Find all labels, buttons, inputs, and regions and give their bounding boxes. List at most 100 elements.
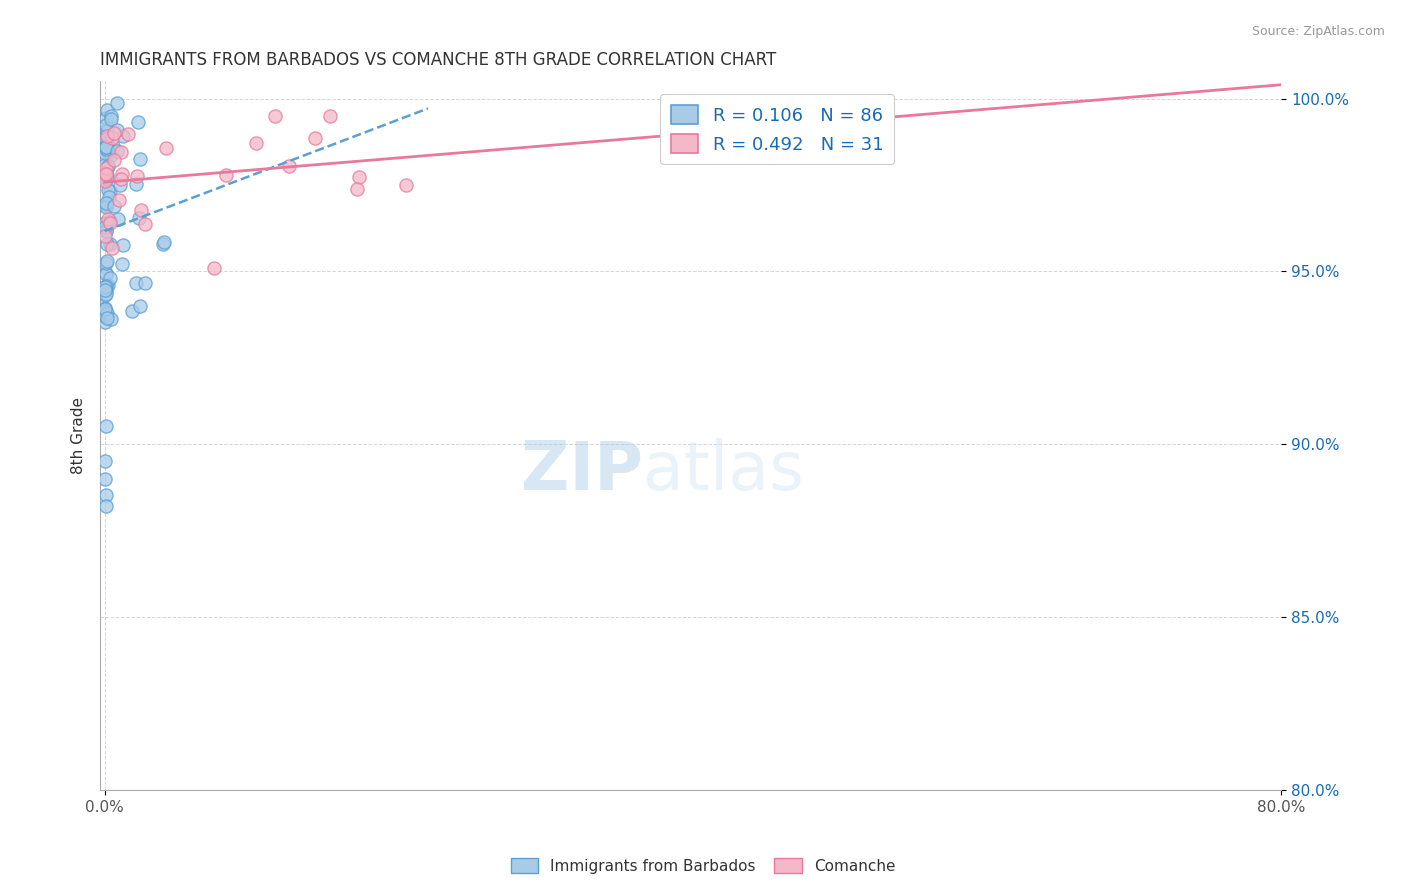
Point bbox=[98, 213, 121, 227]
Point bbox=[103, 153, 125, 168]
Point bbox=[98, 236, 121, 251]
Point bbox=[96, 128, 118, 143]
Point bbox=[395, 178, 418, 192]
Point bbox=[94, 256, 117, 270]
Point bbox=[96, 170, 118, 185]
Point bbox=[94, 200, 117, 214]
Point bbox=[93, 158, 115, 172]
Point bbox=[101, 139, 124, 153]
Point bbox=[319, 109, 342, 123]
Point bbox=[111, 237, 134, 252]
Point bbox=[98, 271, 121, 285]
Point bbox=[105, 123, 128, 137]
Point bbox=[94, 288, 117, 302]
Point bbox=[112, 128, 135, 143]
Point bbox=[93, 174, 115, 188]
Point bbox=[94, 132, 117, 146]
Point bbox=[100, 184, 122, 198]
Point bbox=[96, 169, 118, 183]
Point bbox=[93, 302, 115, 317]
Point bbox=[94, 304, 117, 318]
Point bbox=[94, 284, 117, 298]
Point bbox=[96, 305, 118, 319]
Point bbox=[94, 267, 117, 281]
Point bbox=[94, 166, 117, 180]
Point bbox=[96, 142, 118, 156]
Point bbox=[96, 488, 118, 502]
Point bbox=[97, 183, 120, 197]
Text: ZIP: ZIP bbox=[522, 438, 644, 504]
Point bbox=[96, 103, 118, 117]
Point bbox=[94, 279, 117, 293]
Point bbox=[94, 229, 117, 244]
Point bbox=[153, 235, 176, 249]
Point bbox=[97, 190, 120, 204]
Point bbox=[94, 219, 117, 234]
Point bbox=[96, 198, 118, 212]
Point bbox=[96, 140, 118, 154]
Point bbox=[100, 312, 122, 326]
Legend: Immigrants from Barbados, Comanche: Immigrants from Barbados, Comanche bbox=[505, 852, 901, 880]
Point bbox=[100, 148, 122, 162]
Text: atlas: atlas bbox=[644, 438, 804, 504]
Point bbox=[94, 172, 117, 186]
Point bbox=[134, 276, 156, 290]
Point bbox=[96, 136, 118, 151]
Point bbox=[152, 236, 174, 251]
Point bbox=[100, 131, 122, 145]
Point bbox=[94, 143, 117, 157]
Text: Source: ZipAtlas.com: Source: ZipAtlas.com bbox=[1251, 25, 1385, 38]
Point bbox=[125, 177, 148, 191]
Point bbox=[215, 169, 238, 183]
Point bbox=[108, 193, 131, 207]
Point bbox=[96, 128, 118, 143]
Point bbox=[96, 135, 118, 149]
Point bbox=[117, 127, 139, 141]
Point bbox=[245, 136, 267, 150]
Point bbox=[121, 304, 143, 318]
Point bbox=[127, 114, 149, 128]
Point bbox=[96, 140, 118, 154]
Point bbox=[347, 170, 370, 185]
Point bbox=[100, 112, 122, 127]
Point bbox=[134, 217, 156, 231]
Point bbox=[94, 196, 117, 211]
Point bbox=[111, 257, 134, 271]
Point bbox=[125, 276, 148, 290]
Point bbox=[97, 159, 120, 173]
Point bbox=[94, 419, 117, 434]
Point bbox=[202, 260, 225, 275]
Point bbox=[94, 499, 117, 513]
Point bbox=[263, 109, 285, 123]
Point bbox=[94, 287, 117, 301]
Legend: R = 0.106   N = 86, R = 0.492   N = 31: R = 0.106 N = 86, R = 0.492 N = 31 bbox=[661, 94, 894, 164]
Point bbox=[110, 178, 132, 192]
Point bbox=[103, 198, 125, 212]
Point bbox=[94, 266, 117, 280]
Point bbox=[94, 139, 117, 153]
Point bbox=[94, 309, 117, 323]
Point bbox=[94, 145, 117, 160]
Point bbox=[96, 159, 118, 173]
Point bbox=[96, 224, 118, 238]
Point bbox=[128, 211, 150, 225]
Point bbox=[94, 284, 117, 298]
Point bbox=[94, 314, 117, 328]
Point bbox=[111, 167, 134, 181]
Point bbox=[97, 145, 120, 160]
Point bbox=[107, 144, 129, 158]
Point bbox=[97, 211, 120, 226]
Point bbox=[96, 124, 118, 138]
Point bbox=[110, 145, 132, 159]
Point bbox=[96, 310, 118, 325]
Point bbox=[155, 140, 177, 154]
Point bbox=[346, 182, 368, 196]
Point bbox=[107, 211, 129, 226]
Point bbox=[94, 222, 117, 236]
Point bbox=[94, 279, 117, 293]
Point bbox=[93, 216, 115, 230]
Point bbox=[93, 173, 115, 187]
Point bbox=[97, 278, 120, 293]
Point bbox=[129, 299, 152, 313]
Text: IMMIGRANTS FROM BARBADOS VS COMANCHE 8TH GRADE CORRELATION CHART: IMMIGRANTS FROM BARBADOS VS COMANCHE 8TH… bbox=[100, 51, 776, 69]
